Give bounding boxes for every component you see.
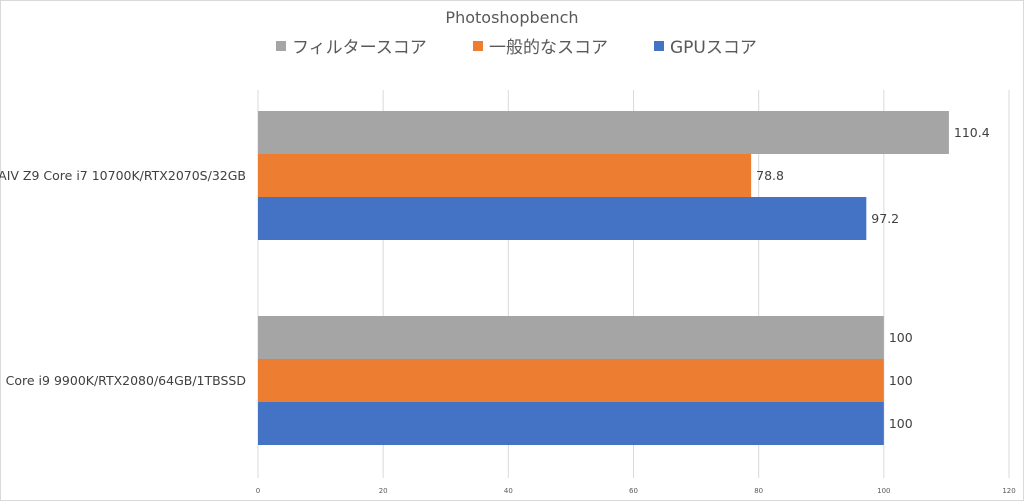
bars xyxy=(258,111,949,445)
data-labels: 110.4 78.8 97.2 100 100 100 xyxy=(756,125,990,431)
category-labels: DAIV Z9 Core i7 10700K/RTX2070S/32GB Core… xyxy=(0,168,246,388)
data-label: 100 xyxy=(889,416,913,431)
legend-swatch xyxy=(473,41,483,51)
bar xyxy=(258,197,867,240)
legend-label: 一般的なスコア xyxy=(489,38,608,58)
x-tick-labels: 0 20 40 60 80 100 120 xyxy=(256,487,1016,495)
data-label: 100 xyxy=(889,373,913,388)
bar xyxy=(258,359,884,402)
data-label: 110.4 xyxy=(954,125,990,140)
x-tick-label: 40 xyxy=(504,487,513,495)
x-tick-label: 80 xyxy=(754,487,763,495)
x-tick-label: 120 xyxy=(1002,487,1015,495)
legend-swatch xyxy=(654,41,664,51)
bar xyxy=(258,111,949,154)
legend-label: フィルタースコア xyxy=(292,38,427,58)
data-label: 97.2 xyxy=(871,211,899,226)
data-label: 100 xyxy=(889,330,913,345)
legend-label: GPUスコア xyxy=(670,38,757,58)
x-tick-label: 0 xyxy=(256,487,260,495)
x-tick-label: 20 xyxy=(379,487,388,495)
category-label: Core i9 9900K/RTX2080/64GB/1TBSSD xyxy=(6,373,246,388)
x-tick-label: 100 xyxy=(877,487,890,495)
bar xyxy=(258,402,884,445)
data-label: 78.8 xyxy=(756,168,784,183)
bar xyxy=(258,154,752,197)
legend-swatch xyxy=(276,41,286,51)
legend: フィルタースコア 一般的なスコア GPUスコア xyxy=(276,38,757,58)
x-tick-label: 60 xyxy=(629,487,638,495)
bar xyxy=(258,316,884,359)
chart-title: Photoshopbench xyxy=(445,8,578,27)
category-label: DAIV Z9 Core i7 10700K/RTX2070S/32GB xyxy=(0,168,246,183)
